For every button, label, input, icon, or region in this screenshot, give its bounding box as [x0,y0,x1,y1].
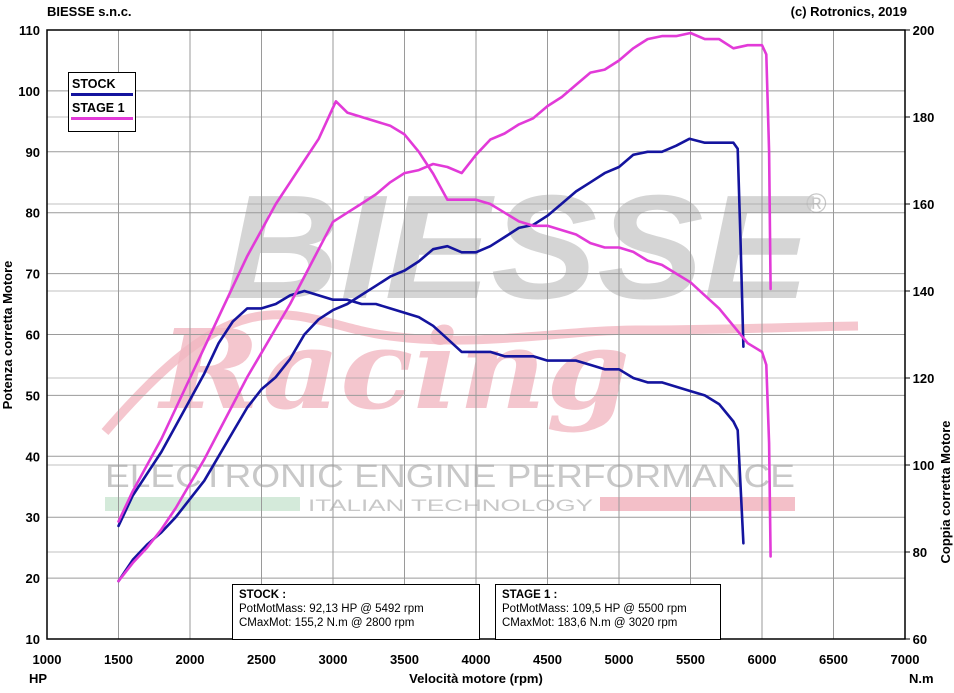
stage1-info-power: PotMotMass: 109,5 HP @ 5500 rpm [502,603,687,615]
watermark-line2: ITALIAN TECHNOLOGY [308,496,593,515]
y2-unit-label: N.m [909,671,934,686]
legend-stage1-line [71,117,133,120]
y2-tick-label: 180 [909,110,934,125]
x-tick-label: 7000 [891,652,920,667]
y-tick-label: 30 [26,510,40,525]
stage1-info-torque: CMaxMot: 183,6 N.m @ 3020 rpm [502,617,678,629]
series-line-stage1-torque [117,100,772,558]
y-tick-label: 10 [26,632,40,647]
watermark-swoosh [101,310,859,435]
stock-info-title: STOCK : [239,589,287,601]
x-tick-label: 2500 [247,652,276,667]
x-tick-label: 3500 [390,652,419,667]
legend-stage1-label: STAGE 1 [72,101,125,115]
x-tick-label: 6500 [819,652,848,667]
x-tick-label: 2000 [176,652,205,667]
y-tick-label: 40 [26,449,40,464]
y2-tick-label: 200 [909,23,934,38]
y-tick-label: 50 [26,388,40,403]
y2-tick-label: 140 [909,284,934,299]
grid [46,29,906,640]
stock-info-power: PotMotMass: 92,13 HP @ 5492 rpm [239,603,424,615]
y2-tick-label: 60 [909,632,927,647]
stage1-info-box: STAGE 1 : PotMotMass: 109,5 HP @ 5500 rp… [495,584,721,640]
y-axis-title: Potenza corretta Motore [0,261,15,410]
x-tick-label: 5500 [676,652,705,667]
company-name: BIESSE s.n.c. [47,4,132,19]
y-tick-label: 60 [26,328,40,343]
y2-tick-label: 100 [909,458,934,473]
legend-stock-line [71,93,133,96]
x-axis-title: Velocità motore (rpm) [409,671,543,686]
watermark-green-bar [105,497,300,511]
copyright: (c) Rotronics, 2019 [790,4,907,19]
stock-info-torque: CMaxMot: 155,2 N.m @ 2800 rpm [239,617,415,629]
series-layer [117,31,772,583]
legend: STOCK STAGE 1 [68,72,136,132]
series-line-stock-power [117,137,745,583]
x-tick-label: 1500 [104,652,133,667]
axes: 1000 1500 2000 2500 3000 3500 4000 4500 5000 5500… [18,23,934,667]
legend-stock-label: STOCK [72,77,116,91]
y2-tick-label: 120 [909,371,934,386]
y-tick-label: 90 [26,145,40,160]
series-line-stage1-power [117,31,772,583]
x-tick-label: 1000 [33,652,62,667]
watermark-pink-bar [600,497,795,511]
x-tick-label: 5000 [605,652,634,667]
y-tick-label: 70 [26,267,40,282]
y-tick-label: 100 [18,84,40,99]
x-tick-label: 4000 [462,652,491,667]
y2-tick-label: 80 [909,545,927,560]
x-tick-label: 3000 [319,652,348,667]
stock-info-box: STOCK : PotMotMass: 92,13 HP @ 5492 rpm … [232,584,480,640]
y-tick-label: 80 [26,206,40,221]
y-tick-label: 110 [19,23,40,38]
watermark-brand: BIESSE [225,165,815,330]
y-tick-label: 20 [26,571,40,586]
stage1-info-title: STAGE 1 : [502,589,558,601]
watermark-script: Racing [157,305,630,434]
watermark-line1: ELECTRONIC ENGINE PERFORMANCE [105,458,795,494]
x-tick-label: 4500 [533,652,562,667]
y2-tick-label: 160 [909,197,934,212]
series-line-stock-torque [117,289,745,545]
watermark: BIESSE ® Racing ELECTRONIC ENGINE PERFOR… [101,165,859,515]
y2-axis-title: Coppia corretta Motore [938,420,953,563]
x-tick-label: 6000 [748,652,777,667]
x-unit-label: HP [29,671,47,686]
